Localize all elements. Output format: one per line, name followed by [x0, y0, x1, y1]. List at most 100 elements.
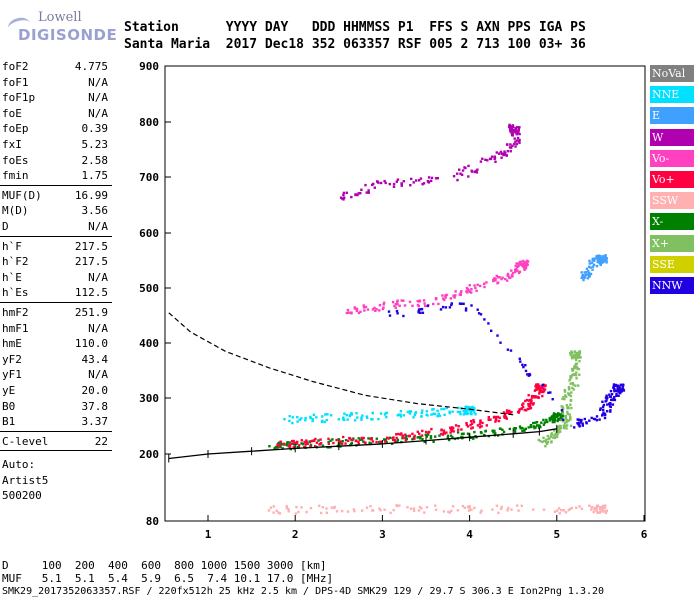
data-point-w [342, 191, 346, 195]
y-tick-label: 400 [139, 337, 159, 350]
data-point-x [521, 426, 524, 430]
plot-frame [164, 65, 646, 522]
param-he: h`E N/A [2, 271, 108, 285]
data-point-nnw [560, 408, 564, 412]
param-key: yE [2, 384, 16, 397]
data-point-e [592, 263, 596, 266]
data-point-e [597, 258, 600, 262]
data-point-w [456, 172, 459, 175]
data-point-e [596, 260, 599, 264]
data-point-vo [371, 440, 375, 443]
data-point-x [569, 415, 572, 419]
data-point-vo [470, 427, 473, 430]
data-point-e [601, 258, 605, 261]
data-point-nnw [547, 391, 550, 394]
data-point-vo [473, 284, 476, 287]
data-point-x [423, 440, 426, 443]
data-point-nne [321, 415, 324, 418]
data-point-vo [496, 276, 500, 279]
data-point-vo [359, 310, 362, 313]
data-point-nne [456, 410, 460, 414]
data-point-w [402, 180, 405, 183]
param-value: N/A [88, 270, 108, 284]
data-point-vo [443, 298, 446, 302]
data-point-w [490, 155, 494, 158]
data-point-vo [292, 446, 295, 449]
data-point-vo [335, 438, 338, 442]
data-point-nnw [604, 396, 608, 399]
data-point-nnw [621, 385, 624, 388]
data-point-vo [397, 432, 400, 436]
data-point-vo [497, 419, 501, 423]
data-point-nnw [421, 311, 425, 314]
data-point-nnw [618, 385, 621, 388]
data-point-x [404, 436, 408, 439]
data-point-x [569, 377, 572, 380]
data-point-nne [473, 411, 476, 414]
data-point-ssw [309, 506, 313, 510]
data-point-x [550, 441, 553, 444]
data-point-x [321, 444, 325, 447]
data-point-vo [478, 423, 482, 426]
data-point-vo [452, 294, 455, 297]
data-point-nne [408, 412, 412, 415]
data-point-x [570, 350, 573, 353]
header-labels: Station YYYY DAY DDD HHMMSS P1 FFS S AXN… [124, 20, 586, 35]
data-point-w [470, 170, 474, 173]
data-point-w [508, 123, 511, 127]
data-point-nne [474, 413, 477, 416]
data-point-vo [303, 440, 306, 444]
data-point-vo [522, 265, 526, 268]
data-point-nne [448, 411, 451, 415]
data-point-nnw [620, 388, 623, 391]
data-point-w [345, 191, 348, 194]
data-point-ssw [601, 508, 604, 512]
data-point-vo [472, 420, 476, 424]
data-point-vo [467, 289, 470, 292]
data-point-e [595, 264, 599, 268]
param-value: 4.775 [74, 60, 108, 73]
data-point-x [577, 352, 580, 356]
data-point-vo [540, 386, 544, 389]
data-point-ssw [352, 508, 356, 511]
data-point-x [576, 367, 579, 371]
data-point-w [359, 192, 362, 195]
legend-item-ssw: SSW [650, 192, 694, 210]
data-point-vo [391, 300, 395, 304]
data-point-x [556, 418, 560, 421]
data-point-nne [445, 406, 448, 410]
data-point-ssw [325, 507, 328, 510]
data-point-e [597, 255, 600, 259]
data-point-x [550, 433, 553, 436]
data-point-vo [423, 302, 426, 305]
param-key: fxI [2, 138, 22, 151]
y-tick-label: 600 [139, 227, 159, 240]
data-point-x [573, 372, 577, 376]
data-point-vo [288, 445, 292, 448]
f2-trace-line [168, 428, 557, 460]
data-point-w [467, 164, 470, 168]
data-point-nne [433, 412, 437, 416]
data-point-w [357, 192, 360, 195]
data-point-e [600, 256, 603, 260]
data-point-nnw [524, 364, 527, 367]
data-point-ssw [396, 504, 399, 508]
data-point-nne [360, 416, 363, 419]
data-point-ssw [510, 508, 513, 511]
data-point-nne [431, 408, 434, 411]
data-point-x [539, 439, 542, 443]
data-point-nne [442, 407, 446, 411]
data-point-w [430, 176, 434, 180]
data-point-vo [530, 399, 533, 402]
data-point-vo [364, 305, 368, 309]
data-point-vo [515, 262, 518, 265]
x-tick-label: 4 [466, 528, 473, 541]
data-point-vo [400, 299, 403, 302]
data-point-vo [538, 390, 541, 393]
data-point-e [603, 255, 607, 259]
data-point-vo [449, 431, 452, 434]
param-key: foEs [2, 153, 29, 167]
data-point-x [577, 384, 580, 387]
auto-line: Artist5 [2, 473, 49, 487]
data-point-vo [465, 421, 468, 425]
